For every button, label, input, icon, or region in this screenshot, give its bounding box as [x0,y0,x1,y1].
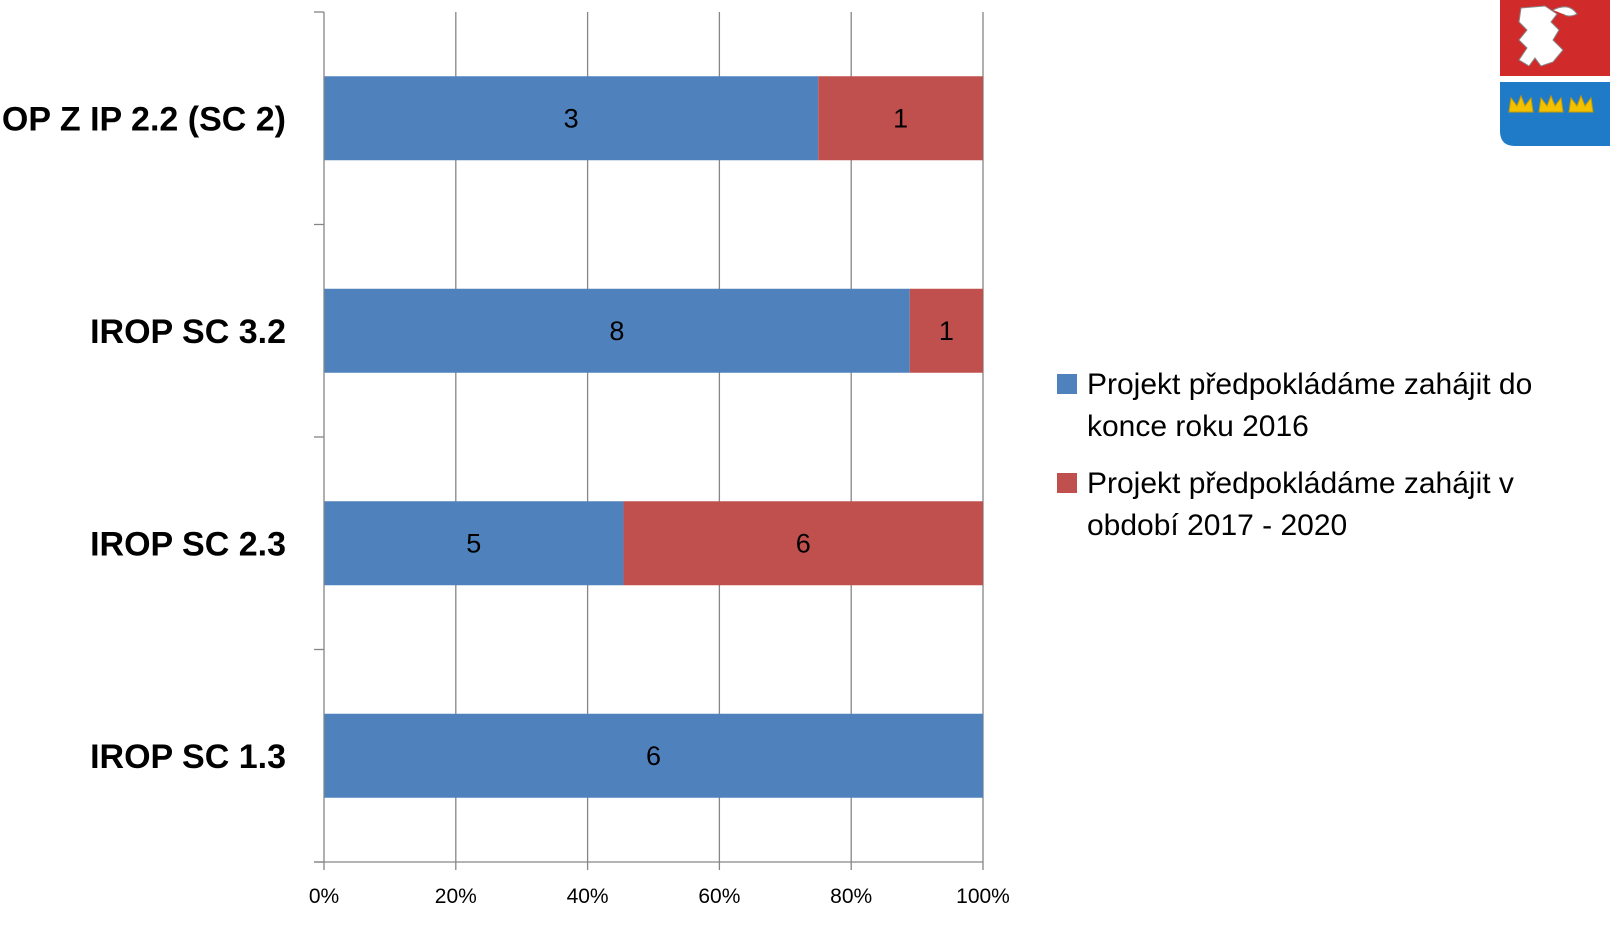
x-tick-label-4: 80% [830,885,872,908]
data-label-0-1: 1 [893,103,908,133]
bar-1-series-0 [324,288,910,373]
x-tick-label-0: 0% [309,885,339,908]
data-label-1-1: 1 [939,316,954,346]
emblem-blue-field [1500,82,1610,146]
legend-swatch-2016 [1057,374,1077,394]
data-label-0-0: 3 [564,103,579,133]
x-tick-label-2: 40% [567,885,609,908]
legend-item-2016: Projekt předpokládáme zahájit do konce r… [1057,364,1597,448]
category-label-2: IROP SC 2.3 [90,525,286,563]
x-tick-label-1: 20% [435,885,477,908]
data-label-3-0: 6 [646,741,661,771]
coat-of-arms-icon [1499,0,1610,146]
bar-0-series-1 [818,76,983,161]
bar-0-series-0 [324,76,819,161]
legend-label-2016: Projekt předpokládáme zahájit do konce r… [1087,368,1533,443]
data-label-1-0: 8 [609,316,624,346]
emblem-lion [1518,5,1564,67]
legend-label-2017-2020: Projekt předpokládáme zahájit v období 2… [1087,467,1514,542]
bar-2-series-0 [324,501,624,586]
data-label-2-1: 6 [796,528,811,558]
emblem-red-field [1500,0,1610,76]
legend-swatch-2017-2020 [1057,473,1077,493]
emblem-crowns [1508,94,1594,113]
legend: Projekt předpokládáme zahájit do konce r… [1057,364,1597,562]
category-label-0: OP Z IP 2.2 (SC 2) [2,100,286,138]
bar-2-series-1 [623,501,983,586]
bar-3-series-0 [324,713,983,798]
category-label-3: IROP SC 1.3 [90,738,286,776]
data-label-2-0: 5 [466,528,481,558]
x-tick-label-5: 100% [956,885,1010,908]
bar-1-series-1 [909,288,983,373]
emblem-divider [1500,76,1610,82]
x-tick-label-3: 60% [698,885,740,908]
legend-item-2017-2020: Projekt předpokládáme zahájit v období 2… [1057,463,1597,547]
emblem-lion-tail [1552,6,1578,17]
category-label-1: IROP SC 3.2 [90,313,286,351]
